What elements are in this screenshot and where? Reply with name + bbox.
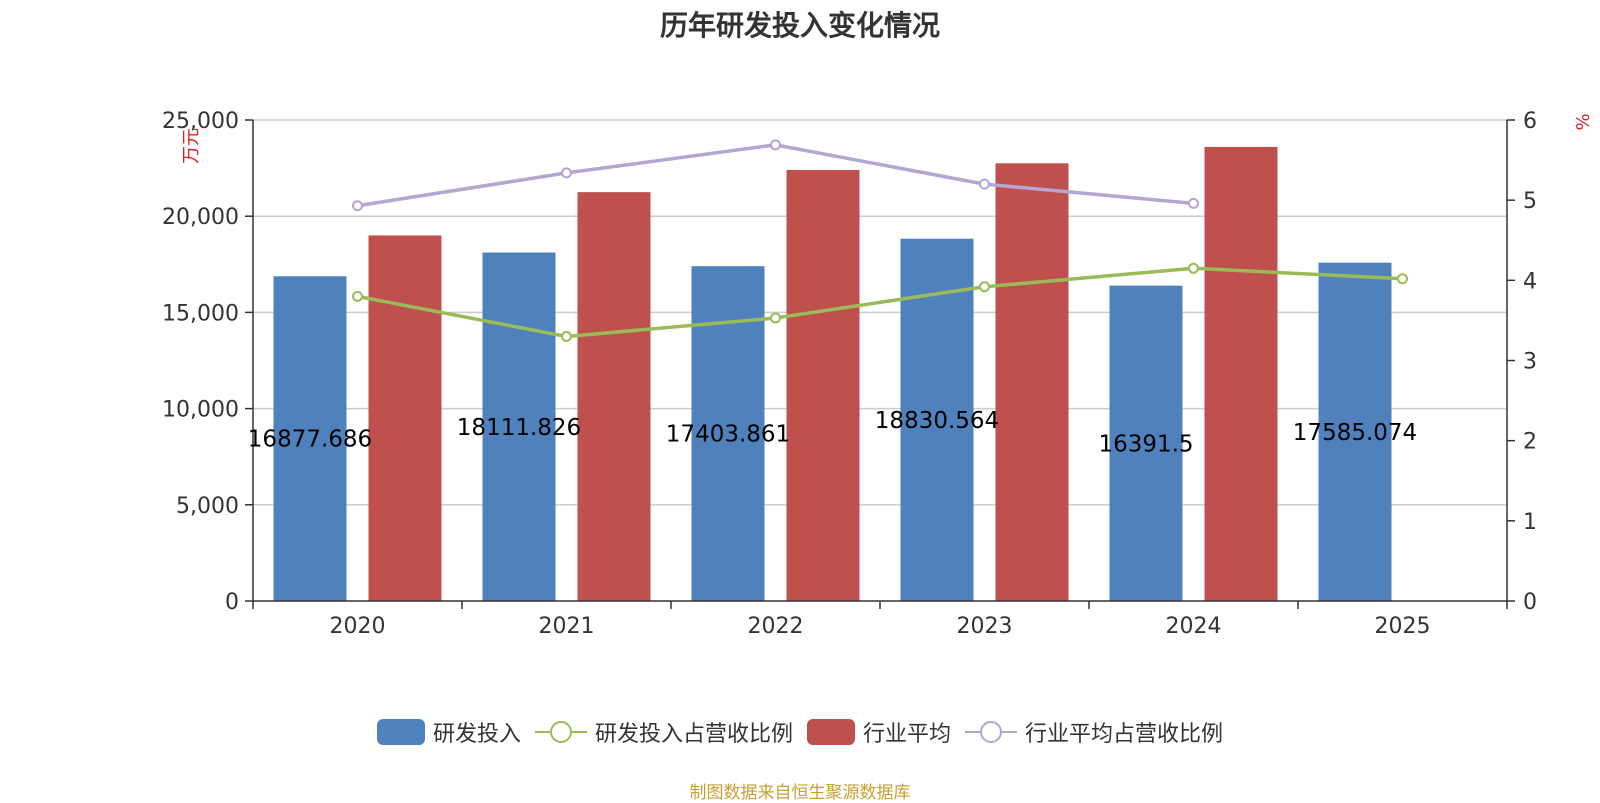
bar-industry-average bbox=[1204, 146, 1278, 601]
legend-item-rd-investment[interactable]: 研发投入 bbox=[376, 716, 521, 748]
source-note: 制图数据来自恒生聚源数据库 bbox=[689, 783, 911, 803]
point-rd-ratio bbox=[352, 290, 363, 302]
chart-title: 历年研发投入变化情况 bbox=[659, 9, 940, 42]
legend-label-industry-ratio: 行业平均占营收比例 bbox=[1025, 722, 1224, 747]
left-tick-label: 0 bbox=[225, 590, 239, 615]
legend-swatch-industry-ratio bbox=[965, 721, 1018, 743]
x-tick-label: 2023 bbox=[957, 614, 1013, 639]
point-rd-ratio bbox=[1188, 262, 1199, 274]
left-tick-label: 5,000 bbox=[176, 494, 239, 519]
data-label-rd-investment: 16877.686 bbox=[248, 427, 372, 453]
left-axis-unit: 万元 bbox=[181, 128, 202, 164]
x-tick-label: 2025 bbox=[1375, 614, 1431, 639]
bar-industry-average bbox=[995, 163, 1069, 602]
right-tick-label: 6 bbox=[1523, 109, 1537, 134]
bar-rd-investment bbox=[273, 276, 347, 601]
left-tick-label: 15,000 bbox=[162, 301, 239, 326]
point-industry-ratio bbox=[561, 167, 572, 179]
data-label-rd-investment: 16391.5 bbox=[1098, 431, 1193, 457]
axes: 0 5,000 10,000 15,000 20,000 25,000 0 1 2 3 4 5 6 202… bbox=[162, 109, 1594, 639]
legend-label-rd-investment: 研发投入 bbox=[432, 722, 521, 747]
left-tick-label: 20,000 bbox=[162, 205, 239, 230]
bar-rd-investment bbox=[482, 252, 556, 601]
x-tick-label: 2024 bbox=[1166, 614, 1222, 639]
line-rd-ratio bbox=[357, 266, 1403, 339]
bar-rd-investment bbox=[1318, 262, 1392, 601]
point-rd-ratio bbox=[770, 312, 781, 324]
x-tick-label: 2022 bbox=[748, 614, 804, 639]
data-labels: 16877.686 18111.826 17403.861 18830.564 1639… bbox=[248, 408, 1417, 457]
left-tick-label: 25,000 bbox=[162, 109, 239, 134]
right-axis-unit: % bbox=[1573, 113, 1594, 130]
point-industry-ratio bbox=[1188, 197, 1199, 209]
legend-swatch-rd-investment bbox=[376, 719, 425, 745]
grid-lines bbox=[253, 119, 1507, 506]
bar-layer bbox=[273, 146, 1392, 602]
point-rd-ratio bbox=[979, 281, 990, 293]
right-tick-label: 0 bbox=[1523, 590, 1537, 615]
bar-rd-investment bbox=[1109, 285, 1183, 601]
legend-item-rd-ratio[interactable]: 研发投入占营收比例 bbox=[534, 716, 793, 748]
point-rd-ratio bbox=[561, 330, 572, 342]
legend-label-rd-ratio: 研发投入占营收比例 bbox=[594, 722, 793, 747]
right-tick-label: 5 bbox=[1523, 189, 1537, 214]
right-tick-label: 3 bbox=[1523, 350, 1537, 375]
point-industry-ratio bbox=[770, 139, 781, 151]
bar-industry-average bbox=[368, 235, 442, 601]
legend-item-industry-average[interactable]: 行业平均 bbox=[807, 716, 951, 748]
data-label-rd-investment: 17403.861 bbox=[666, 422, 790, 448]
x-tick-label: 2021 bbox=[539, 614, 595, 639]
legend-swatch-industry-average bbox=[807, 719, 855, 745]
x-tick-label: 2020 bbox=[330, 614, 386, 639]
bar-industry-average bbox=[577, 192, 651, 601]
right-tick-label: 4 bbox=[1523, 269, 1537, 294]
legend-label-industry-average: 行业平均 bbox=[863, 722, 952, 747]
bar-industry-average bbox=[786, 170, 860, 602]
data-label-rd-investment: 18111.826 bbox=[457, 415, 581, 441]
right-tick-label: 2 bbox=[1523, 430, 1537, 455]
left-tick-label: 10,000 bbox=[162, 398, 239, 423]
data-label-rd-investment: 17585.074 bbox=[1293, 420, 1417, 446]
legend-item-industry-ratio[interactable]: 行业平均占营收比例 bbox=[965, 716, 1223, 748]
line-layer bbox=[352, 139, 1408, 342]
right-tick-label: 1 bbox=[1523, 510, 1537, 535]
legend: 研发投入 研发投入占营收比例 行业平均 行业平均占营收比例 bbox=[0, 716, 1600, 748]
point-industry-ratio bbox=[352, 200, 363, 212]
legend-swatch-rd-ratio bbox=[534, 721, 587, 743]
point-rd-ratio bbox=[1397, 273, 1408, 285]
point-industry-ratio bbox=[979, 178, 990, 190]
data-label-rd-investment: 18830.564 bbox=[875, 408, 999, 434]
